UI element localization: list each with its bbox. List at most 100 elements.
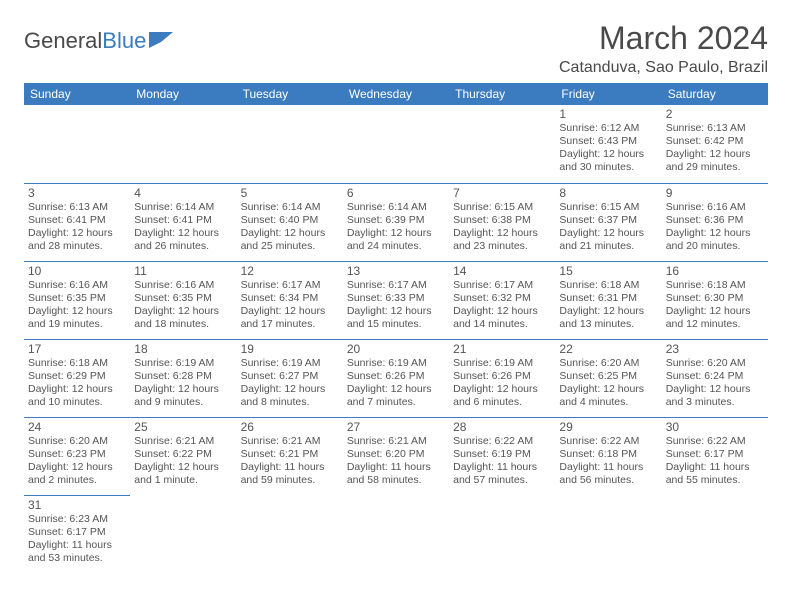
calendar-cell: 18Sunrise: 6:19 AMSunset: 6:28 PMDayligh… [130,339,236,417]
sunrise-text: Sunrise: 6:12 AM [559,122,657,135]
day-number: 27 [347,420,445,434]
sunset-text: Sunset: 6:22 PM [134,448,232,461]
day-info: Sunrise: 6:14 AMSunset: 6:40 PMDaylight:… [241,201,339,254]
daylight-text: Daylight: 12 hours and 29 minutes. [666,148,764,174]
sunrise-text: Sunrise: 6:15 AM [559,201,657,214]
day-header: Monday [130,83,236,105]
calendar-row: 3Sunrise: 6:13 AMSunset: 6:41 PMDaylight… [24,183,768,261]
day-info: Sunrise: 6:18 AMSunset: 6:30 PMDaylight:… [666,279,764,332]
page-title: March 2024 [559,20,768,57]
day-number: 5 [241,186,339,200]
day-number: 6 [347,186,445,200]
sunrise-text: Sunrise: 6:21 AM [347,435,445,448]
day-number: 16 [666,264,764,278]
calendar-cell: 12Sunrise: 6:17 AMSunset: 6:34 PMDayligh… [237,261,343,339]
calendar-row: 10Sunrise: 6:16 AMSunset: 6:35 PMDayligh… [24,261,768,339]
day-number: 14 [453,264,551,278]
calendar-cell: 14Sunrise: 6:17 AMSunset: 6:32 PMDayligh… [449,261,555,339]
sunset-text: Sunset: 6:35 PM [134,292,232,305]
sunrise-text: Sunrise: 6:14 AM [134,201,232,214]
day-info: Sunrise: 6:19 AMSunset: 6:26 PMDaylight:… [453,357,551,410]
day-number: 25 [134,420,232,434]
daylight-text: Daylight: 11 hours and 55 minutes. [666,461,764,487]
day-info: Sunrise: 6:21 AMSunset: 6:21 PMDaylight:… [241,435,339,488]
calendar-cell: 25Sunrise: 6:21 AMSunset: 6:22 PMDayligh… [130,417,236,495]
title-block: March 2024 Catanduva, Sao Paulo, Brazil [559,20,768,77]
sunset-text: Sunset: 6:17 PM [666,448,764,461]
logo: GeneralBlue [24,28,175,54]
day-number: 11 [134,264,232,278]
day-info: Sunrise: 6:22 AMSunset: 6:18 PMDaylight:… [559,435,657,488]
sunset-text: Sunset: 6:34 PM [241,292,339,305]
sunset-text: Sunset: 6:17 PM [28,526,126,539]
sunrise-text: Sunrise: 6:14 AM [347,201,445,214]
sunset-text: Sunset: 6:19 PM [453,448,551,461]
sunrise-text: Sunrise: 6:20 AM [666,357,764,370]
sunrise-text: Sunrise: 6:20 AM [28,435,126,448]
calendar-row: 24Sunrise: 6:20 AMSunset: 6:23 PMDayligh… [24,417,768,495]
calendar-cell: 29Sunrise: 6:22 AMSunset: 6:18 PMDayligh… [555,417,661,495]
sunrise-text: Sunrise: 6:16 AM [134,279,232,292]
day-number: 3 [28,186,126,200]
sunrise-text: Sunrise: 6:15 AM [453,201,551,214]
sunset-text: Sunset: 6:18 PM [559,448,657,461]
sunrise-text: Sunrise: 6:17 AM [347,279,445,292]
logo-flag-icon [149,32,175,50]
day-number: 18 [134,342,232,356]
sunset-text: Sunset: 6:20 PM [347,448,445,461]
calendar-cell: 28Sunrise: 6:22 AMSunset: 6:19 PMDayligh… [449,417,555,495]
calendar-cell: 9Sunrise: 6:16 AMSunset: 6:36 PMDaylight… [662,183,768,261]
calendar-cell: 26Sunrise: 6:21 AMSunset: 6:21 PMDayligh… [237,417,343,495]
calendar-cell [237,105,343,183]
sunrise-text: Sunrise: 6:17 AM [241,279,339,292]
sunset-text: Sunset: 6:28 PM [134,370,232,383]
daylight-text: Daylight: 12 hours and 24 minutes. [347,227,445,253]
calendar-row: 31Sunrise: 6:23 AMSunset: 6:17 PMDayligh… [24,495,768,573]
day-info: Sunrise: 6:16 AMSunset: 6:35 PMDaylight:… [28,279,126,332]
calendar-cell: 31Sunrise: 6:23 AMSunset: 6:17 PMDayligh… [24,495,130,573]
sunset-text: Sunset: 6:21 PM [241,448,339,461]
calendar-cell: 24Sunrise: 6:20 AMSunset: 6:23 PMDayligh… [24,417,130,495]
sunrise-text: Sunrise: 6:19 AM [241,357,339,370]
daylight-text: Daylight: 12 hours and 4 minutes. [559,383,657,409]
daylight-text: Daylight: 12 hours and 23 minutes. [453,227,551,253]
daylight-text: Daylight: 12 hours and 9 minutes. [134,383,232,409]
calendar-cell [449,105,555,183]
calendar-cell: 23Sunrise: 6:20 AMSunset: 6:24 PMDayligh… [662,339,768,417]
sunrise-text: Sunrise: 6:17 AM [453,279,551,292]
day-info: Sunrise: 6:17 AMSunset: 6:34 PMDaylight:… [241,279,339,332]
sunrise-text: Sunrise: 6:22 AM [559,435,657,448]
calendar-cell: 3Sunrise: 6:13 AMSunset: 6:41 PMDaylight… [24,183,130,261]
calendar-cell: 13Sunrise: 6:17 AMSunset: 6:33 PMDayligh… [343,261,449,339]
day-number: 19 [241,342,339,356]
daylight-text: Daylight: 11 hours and 59 minutes. [241,461,339,487]
day-number: 31 [28,498,126,512]
day-info: Sunrise: 6:13 AMSunset: 6:42 PMDaylight:… [666,122,764,175]
sunrise-text: Sunrise: 6:19 AM [453,357,551,370]
sunset-text: Sunset: 6:40 PM [241,214,339,227]
sunset-text: Sunset: 6:35 PM [28,292,126,305]
day-info: Sunrise: 6:22 AMSunset: 6:19 PMDaylight:… [453,435,551,488]
daylight-text: Daylight: 12 hours and 6 minutes. [453,383,551,409]
sunset-text: Sunset: 6:24 PM [666,370,764,383]
day-number: 26 [241,420,339,434]
sunset-text: Sunset: 6:26 PM [453,370,551,383]
daylight-text: Daylight: 12 hours and 15 minutes. [347,305,445,331]
calendar-cell: 17Sunrise: 6:18 AMSunset: 6:29 PMDayligh… [24,339,130,417]
sunset-text: Sunset: 6:33 PM [347,292,445,305]
day-header: Saturday [662,83,768,105]
sunset-text: Sunset: 6:42 PM [666,135,764,148]
calendar-cell [555,495,661,573]
calendar-cell: 30Sunrise: 6:22 AMSunset: 6:17 PMDayligh… [662,417,768,495]
calendar-cell [662,495,768,573]
daylight-text: Daylight: 11 hours and 53 minutes. [28,539,126,565]
day-number: 10 [28,264,126,278]
day-info: Sunrise: 6:23 AMSunset: 6:17 PMDaylight:… [28,513,126,566]
day-info: Sunrise: 6:15 AMSunset: 6:37 PMDaylight:… [559,201,657,254]
day-number: 23 [666,342,764,356]
sunset-text: Sunset: 6:25 PM [559,370,657,383]
day-info: Sunrise: 6:17 AMSunset: 6:33 PMDaylight:… [347,279,445,332]
sunrise-text: Sunrise: 6:13 AM [28,201,126,214]
day-info: Sunrise: 6:19 AMSunset: 6:27 PMDaylight:… [241,357,339,410]
day-info: Sunrise: 6:21 AMSunset: 6:22 PMDaylight:… [134,435,232,488]
